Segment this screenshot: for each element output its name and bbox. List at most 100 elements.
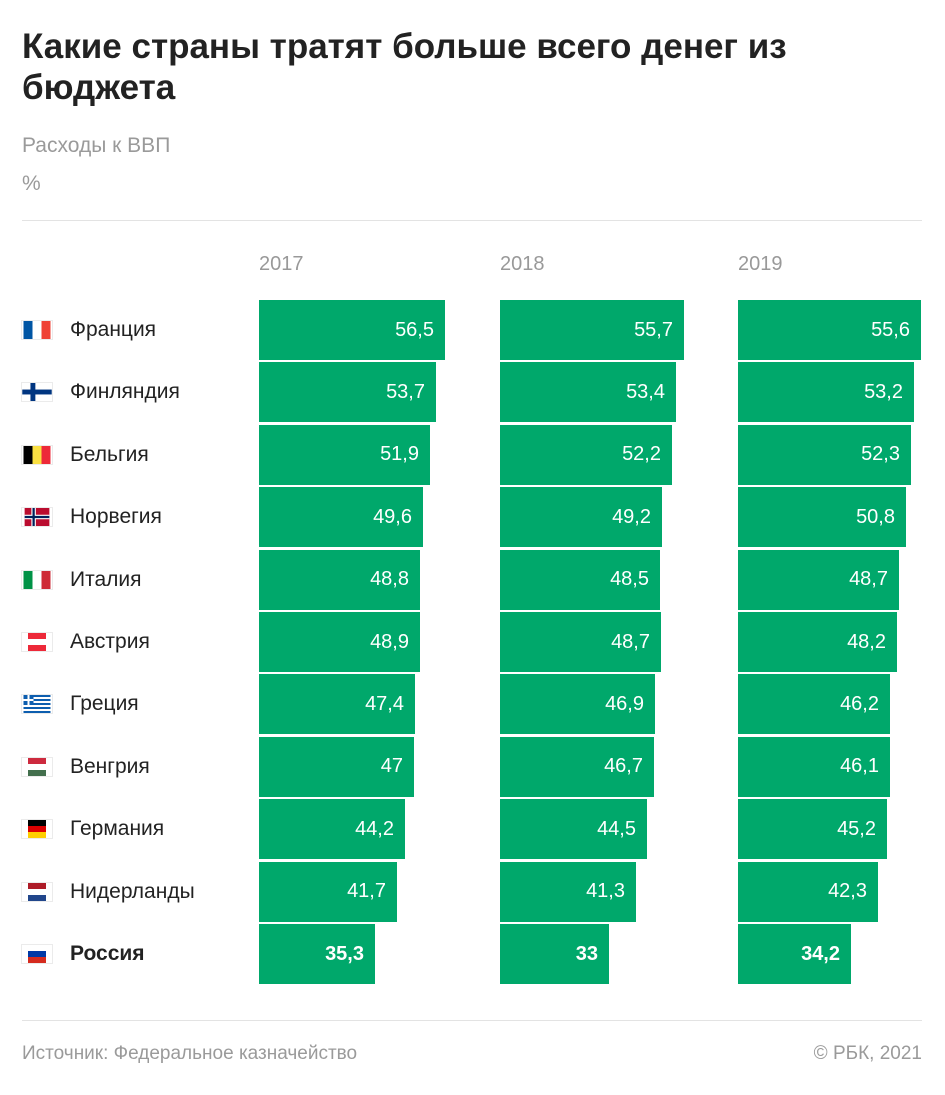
bar-value-label: 55,7 (634, 318, 673, 341)
bar-2019: 48,2 (738, 612, 897, 672)
bar-value-label: 45,2 (837, 817, 876, 840)
bar-2018: 46,7 (500, 736, 654, 797)
bar-2017: 48,8 (259, 549, 420, 610)
country-label: Бельгия (22, 425, 149, 485)
copyright: © РБК, 2021 (813, 1043, 922, 1064)
bar-value-label: 52,2 (622, 443, 661, 466)
year-header-2019: 2019 (738, 253, 783, 275)
bar-value-label: 47 (380, 755, 403, 778)
country-label: Италия (22, 550, 142, 610)
year-header-2018: 2018 (500, 253, 545, 275)
bar-value-label: 41,7 (347, 880, 386, 903)
country-label: Австрия (22, 612, 150, 672)
bar-2018: 49,2 (500, 487, 662, 548)
country-name: Австрия (70, 630, 150, 653)
country-label: Финляндия (22, 362, 180, 422)
bar-value-label: 48,8 (370, 568, 409, 591)
bar-2017: 35,3 (259, 924, 375, 984)
bar-value-label: 46,7 (604, 755, 643, 778)
bar-value-label: 53,4 (626, 380, 665, 403)
bar-2017: 56,5 (259, 300, 445, 360)
top-divider (22, 220, 922, 221)
bar-value-label: 48,7 (611, 630, 650, 653)
bar-value-label: 51,9 (380, 443, 419, 466)
bar-2018: 41,3 (500, 861, 636, 922)
italy-flag-icon (22, 570, 52, 589)
bar-value-label: 46,2 (840, 692, 879, 715)
bar-value-label: 55,6 (871, 318, 910, 341)
bar-2019: 46,2 (738, 674, 890, 735)
bar-value-label: 34,2 (801, 942, 840, 965)
country-name: Бельгия (70, 442, 149, 466)
bar-value-label: 42,3 (828, 880, 867, 903)
bar-value-label: 53,2 (864, 380, 903, 403)
bar-2019: 50,8 (738, 487, 906, 548)
country-name: Италия (70, 567, 142, 591)
bar-value-label: 56,5 (395, 318, 434, 341)
bar-value-label: 48,5 (610, 568, 649, 591)
bar-2017: 53,7 (259, 362, 436, 423)
bar-2017: 47,4 (259, 674, 415, 735)
bar-value-label: 49,2 (612, 505, 651, 528)
finland-flag-icon (22, 383, 52, 402)
country-name: Греция (70, 692, 139, 716)
bar-value-label: 49,6 (373, 505, 412, 528)
bar-2019: 53,2 (738, 362, 914, 423)
bar-2018: 33 (500, 924, 609, 984)
germany-flag-icon (22, 820, 52, 839)
bar-2018: 46,9 (500, 674, 655, 735)
bar-2019: 34,2 (738, 924, 851, 984)
belgium-flag-icon (22, 445, 52, 464)
country-name: Норвегия (70, 505, 162, 529)
bar-value-label: 47,4 (365, 692, 404, 715)
bar-value-label: 48,9 (370, 630, 409, 653)
country-label: Германия (22, 799, 164, 859)
bar-2019: 46,1 (738, 736, 890, 797)
greece-flag-icon (22, 695, 52, 714)
country-label: Франция (22, 300, 156, 360)
unit-label: % (22, 172, 41, 195)
chart-subtitle: Расходы к ВВП (22, 134, 171, 157)
country-name: Германия (70, 817, 165, 841)
austria-flag-icon (22, 633, 52, 651)
country-name: Венгрия (70, 754, 150, 778)
bar-2018: 48,5 (500, 549, 660, 610)
country-label: Россия (22, 924, 145, 984)
bar-value-label: 48,2 (847, 630, 886, 653)
bar-2018: 53,4 (500, 362, 676, 423)
chart-title: Какие страны тратят больше всего денег и… (22, 27, 787, 107)
bottom-divider (22, 1020, 922, 1021)
bar-2017: 44,2 (259, 799, 405, 860)
bar-2019: 55,6 (738, 300, 921, 360)
bar-value-label: 46,1 (840, 755, 879, 778)
bar-2019: 45,2 (738, 799, 887, 860)
bar-value-label: 44,2 (355, 817, 394, 840)
country-name: Финляндия (70, 380, 180, 404)
bar-value-label: 53,7 (386, 380, 425, 403)
bar-2018: 44,5 (500, 799, 647, 860)
bar-2019: 52,3 (738, 424, 911, 485)
russia-flag-icon (22, 945, 52, 963)
country-label: Греция (22, 674, 139, 734)
bar-2017: 48,9 (259, 612, 420, 672)
bar-value-label: 41,3 (586, 880, 625, 903)
source-note: Источник: Федеральное казначейство (22, 1043, 358, 1064)
bar-value-label: 44,5 (597, 817, 636, 840)
france-flag-icon (22, 321, 52, 339)
country-label: Венгрия (22, 737, 150, 797)
year-header-2017: 2017 (259, 253, 304, 275)
bar-2018: 55,7 (500, 300, 684, 360)
norway-flag-icon (22, 508, 52, 527)
bar-value-label: 35,3 (325, 942, 364, 965)
bar-2017: 47 (259, 736, 414, 797)
netherlands-flag-icon (22, 882, 52, 901)
bar-2017: 41,7 (259, 861, 397, 922)
country-name: Франция (70, 318, 157, 341)
country-name: Россия (70, 942, 145, 965)
bar-value-label: 46,9 (605, 692, 644, 715)
country-label: Норвегия (22, 487, 162, 547)
country-label: Нидерланды (22, 862, 195, 922)
hungary-flag-icon (22, 757, 52, 776)
bar-2019: 48,7 (738, 549, 899, 610)
country-name: Нидерланды (70, 879, 195, 903)
